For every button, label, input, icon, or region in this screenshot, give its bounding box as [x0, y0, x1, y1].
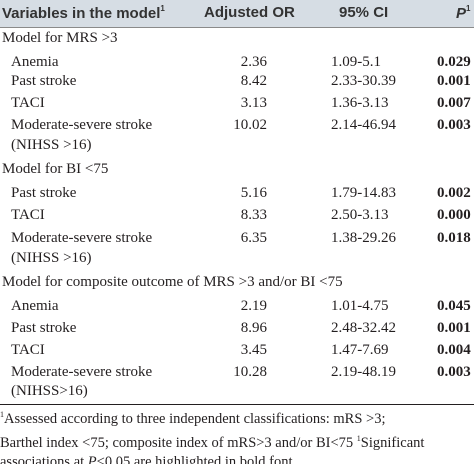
- table-row: Moderate-severe stroke 6.35 1.38-29.26 0…: [0, 230, 474, 252]
- variable-cell-line2: (NIHSS>16): [11, 383, 88, 399]
- section-title: Model for MRS >3: [2, 30, 118, 46]
- or-cell: 5.16: [240, 185, 267, 201]
- or-cell: 8.42: [240, 73, 267, 89]
- or-cell: 8.33: [240, 207, 267, 223]
- ci-cell: 2.33-30.39: [331, 73, 396, 89]
- table-row: Moderate-severe stroke 10.02 2.14-46.94 …: [0, 117, 474, 139]
- table-row: Moderate-severe stroke 10.28 2.19-48.19 …: [0, 364, 474, 386]
- table-row: Past stroke 8.42 2.33-30.39 0.001: [0, 73, 474, 95]
- variable-cell: TACI: [11, 95, 45, 111]
- ci-cell: 1.38-29.26: [331, 230, 396, 246]
- variable-cell: Past stroke: [11, 185, 77, 201]
- table-row: TACI 3.45 1.47-7.69 0.004: [0, 342, 474, 364]
- ci-cell: 1.01-4.75: [331, 298, 389, 314]
- table-row-continuation: (NIHSS>16): [0, 383, 474, 405]
- or-cell: 8.96: [240, 320, 267, 336]
- ci-cell: 2.19-48.19: [331, 364, 396, 380]
- p-cell: 0.018: [437, 230, 471, 246]
- variable-cell: Past stroke: [11, 73, 77, 89]
- variable-cell-line2: (NIHSS >16): [11, 250, 92, 266]
- ci-cell: 2.48-32.42: [331, 320, 396, 336]
- ci-cell: 2.50-3.13: [331, 207, 389, 223]
- p-cell: 0.029: [437, 54, 471, 70]
- section-title-row: Model for composite outcome of MRS >3 an…: [0, 274, 474, 296]
- p-cell: 0.001: [437, 320, 471, 336]
- or-cell: 3.45: [240, 342, 267, 358]
- table-row: Anemia 2.19 1.01-4.75 0.045: [0, 298, 474, 320]
- variable-cell-line2: (NIHSS >16): [11, 137, 92, 153]
- ci-cell: 1.36-3.13: [331, 95, 389, 111]
- or-cell: 2.19: [240, 298, 267, 314]
- p-cell: 0.002: [437, 185, 471, 201]
- p-cell: 0.007: [437, 95, 471, 111]
- variable-cell: Moderate-severe stroke: [11, 117, 153, 133]
- variable-cell: TACI: [11, 342, 45, 358]
- p-cell: 0.045: [437, 298, 471, 314]
- p-cell: 0.001: [437, 73, 471, 89]
- p-cell: 0.004: [437, 342, 471, 358]
- table-row: TACI 8.33 2.50-3.13 0.000: [0, 207, 474, 229]
- or-cell: 3.13: [240, 95, 267, 111]
- or-cell: 10.02: [233, 117, 267, 133]
- table-row-continuation: (NIHSS >16): [0, 250, 474, 272]
- variable-cell: Anemia: [11, 54, 59, 70]
- table-bottom-rule: [0, 404, 474, 405]
- footnote-line: associations at P<0.05 are highlighted i…: [0, 454, 293, 464]
- variable-cell: Anemia: [11, 298, 59, 314]
- p-cell: 0.000: [437, 207, 471, 223]
- section-title: Model for BI <75: [2, 161, 109, 177]
- ci-cell: 2.14-46.94: [331, 117, 396, 133]
- table-row-continuation: (NIHSS >16): [0, 137, 474, 159]
- header-p: P1: [456, 4, 471, 22]
- table-row: Past stroke 5.16 1.79-14.83 0.002: [0, 185, 474, 207]
- table-row: Past stroke 8.96 2.48-32.42 0.001: [0, 320, 474, 342]
- header-ci: 95% CI: [339, 4, 389, 21]
- or-cell: 10.28: [233, 364, 267, 380]
- footnote-line: Barthel index <75; composite index of mR…: [0, 434, 425, 451]
- header-adjusted-or: Adjusted OR: [204, 4, 295, 21]
- section-title-row: Model for MRS >3: [0, 30, 474, 52]
- ci-cell: 1.79-14.83: [331, 185, 396, 201]
- variable-cell: Moderate-severe stroke: [11, 230, 153, 246]
- or-cell: 2.36: [240, 54, 267, 70]
- section-title-row: Model for BI <75: [0, 161, 474, 183]
- variable-cell: Past stroke: [11, 320, 77, 336]
- header-variables: Variables in the model1: [2, 4, 165, 22]
- variable-cell: TACI: [11, 207, 45, 223]
- table-footnote: 1Assessed according to three independent…: [0, 405, 474, 464]
- ci-cell: 1.09-5.1: [331, 54, 381, 70]
- section-title: Model for composite outcome of MRS >3 an…: [2, 274, 343, 290]
- table-header: Variables in the model1 Adjusted OR 95% …: [0, 0, 474, 28]
- p-cell: 0.003: [437, 117, 471, 133]
- table-row: TACI 3.13 1.36-3.13 0.007: [0, 95, 474, 117]
- ci-cell: 1.47-7.69: [331, 342, 389, 358]
- variable-cell: Moderate-severe stroke: [11, 364, 153, 380]
- footnote-line: 1Assessed according to three independent…: [0, 410, 386, 427]
- or-cell: 6.35: [240, 230, 267, 246]
- table-row: Anemia 2.36 1.09-5.1 0.029: [0, 54, 474, 76]
- p-cell: 0.003: [437, 364, 471, 380]
